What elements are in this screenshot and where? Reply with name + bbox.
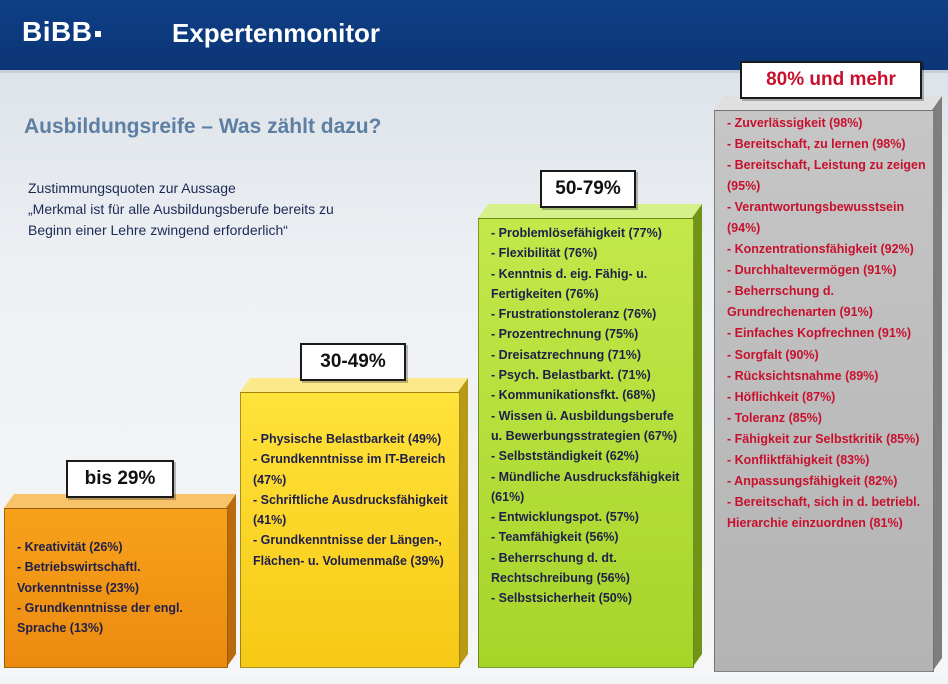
group-item: - Fähigkeit zur Selbstkritik (85%) xyxy=(727,431,920,446)
bar-top-face xyxy=(714,96,942,110)
group-item: - Prozentrechnung (75%) xyxy=(491,327,639,342)
app-title: Expertenmonitor xyxy=(172,18,381,48)
bar-80-und-mehr: - Zuverlässigkeit (98%) - Bereitschaft, z… xyxy=(714,110,932,672)
subtitle-line: Beginn einer Lehre zwingend erforderlich… xyxy=(28,222,288,238)
group-item: - Selbstsicherheit (50%) xyxy=(491,591,633,606)
bar-front-face: - Physische Belastbarkeit (49%) - Grundke… xyxy=(240,392,460,668)
group-item: - Durchhaltevermögen (91%) xyxy=(727,263,897,278)
group-item: - Grundkenntnisse der Längen-, Flächen- … xyxy=(253,533,444,568)
group-item: - Sorgfalt (90%) xyxy=(727,347,819,362)
group-item: - Physische Belastbarkeit (49%) xyxy=(253,432,442,446)
group-label-bis-29: bis 29% xyxy=(66,460,174,498)
bar-top-face xyxy=(478,204,702,218)
bar-side-face xyxy=(932,96,942,672)
bar-top-face xyxy=(4,494,236,508)
group-item: - Rücksichtsnahme (89%) xyxy=(727,368,879,383)
group-item-list: - Kreativität (26%) - Betriebswirtschaftl… xyxy=(17,537,221,638)
group-item: - Grundkenntnisse im IT-Bereich (47%) xyxy=(253,452,446,487)
group-item: - Konzentrationsfähigkeit (92%) xyxy=(727,242,914,257)
bar-side-face xyxy=(692,204,702,668)
group-item: - Selbstständigkeit (62%) xyxy=(491,449,639,464)
bar-50-79: - Problemlösefähigkeit (77%) - Flexibilit… xyxy=(478,218,692,668)
group-item: - Bereitschaft, zu lernen (98%) xyxy=(727,137,906,152)
group-item: - Einfaches Kopfrechnen (91%) xyxy=(727,326,912,341)
bar-front-face: - Kreativität (26%) - Betriebswirtschaftl… xyxy=(4,508,228,668)
group-item: - Bereitschaft, Leistung zu zeigen (95%) xyxy=(727,158,926,194)
bar-top-face xyxy=(240,378,468,392)
group-item: - Kreativität (26%) xyxy=(17,540,123,554)
group-item: - Höflichkeit (87%) xyxy=(727,389,836,404)
subtitle: Zustimmungsquoten zur Aussage „Merkmal i… xyxy=(28,178,448,241)
group-item: - Problemlösefähigkeit (77%) xyxy=(491,226,662,240)
group-label-80-und-mehr: 80% und mehr xyxy=(740,61,922,99)
group-item-list: - Problemlösefähigkeit (77%) - Flexibilit… xyxy=(491,223,687,609)
bar-side-face xyxy=(458,378,468,668)
group-item: - Schriftliche Ausdrucksfähigkeit (41%) xyxy=(253,492,448,528)
group-item: - Kommunikationsfkt. (68%) xyxy=(491,388,656,403)
group-item: - Beherrschung d. Grundrechenarten (91%) xyxy=(727,284,873,320)
bar-side-face xyxy=(226,494,236,668)
group-item: - Verantwortungsbewusstsein (94%) xyxy=(727,200,905,236)
group-item: - Anpassungsfähigkeit (82%) xyxy=(727,473,898,488)
group-item: - Teamfähigkeit (56%) xyxy=(491,530,619,545)
group-item: - Entwicklungspot. (57%) xyxy=(491,510,639,525)
logo-dot-icon xyxy=(95,30,102,37)
group-item: - Kenntnis d. eig. Fähig- u. Fertigkeite… xyxy=(491,266,648,301)
group-item: - Wissen ü. Ausbildungsberufe u. Bewerbu… xyxy=(491,408,678,443)
page-title: Ausbildungsreife – Was zählt dazu? xyxy=(24,115,382,138)
group-item: - Psych. Belastbarkt. (71%) xyxy=(491,368,651,383)
group-item: - Grundkenntnisse der engl. Sprache (13%… xyxy=(17,600,183,636)
group-item: - Dreisatzrechnung (71%) xyxy=(491,347,642,362)
group-item: - Konfliktfähigkeit (83%) xyxy=(727,452,870,467)
bibb-logo: BiBB xyxy=(22,16,102,48)
header-bar: BiBB Expertenmonitor xyxy=(0,0,948,73)
bar-30-49: - Physische Belastbarkeit (49%) - Grundke… xyxy=(240,392,458,668)
group-item: - Frustrationstoleranz (76%) xyxy=(491,307,657,322)
group-label-30-49: 30-49% xyxy=(300,343,406,381)
group-item-list: - Physische Belastbarkeit (49%) - Grundke… xyxy=(253,429,453,571)
bar-bis-29: - Kreativität (26%) - Betriebswirtschaftl… xyxy=(4,508,226,668)
group-label-50-79: 50-79% xyxy=(540,170,636,208)
group-item: - Toleranz (85%) xyxy=(727,410,822,425)
group-item: - Bereitschaft, sich in d. betriebl. Hie… xyxy=(727,494,921,530)
footer-strip xyxy=(0,676,948,684)
group-item: - Mündliche Ausdrucksfähigkeit (61%) xyxy=(491,469,680,504)
group-item: - Beherrschung d. dt. Rechtschreibung (5… xyxy=(491,550,630,586)
bar-front-face: - Problemlösefähigkeit (77%) - Flexibilit… xyxy=(478,218,694,668)
group-item: - Betriebswirtschaftl. Vorkenntnisse (23… xyxy=(17,560,141,595)
group-item: - Zuverlässigkeit (98%) xyxy=(727,116,863,130)
bar-front-face: - Zuverlässigkeit (98%) - Bereitschaft, z… xyxy=(714,110,934,672)
group-item: - Flexibilität (76%) xyxy=(491,246,598,261)
subtitle-line: „Merkmal ist für alle Ausbildungsberufe … xyxy=(28,201,334,217)
group-item-list: - Zuverlässigkeit (98%) - Bereitschaft, z… xyxy=(727,113,927,534)
subtitle-line: Zustimmungsquoten zur Aussage xyxy=(28,180,236,196)
